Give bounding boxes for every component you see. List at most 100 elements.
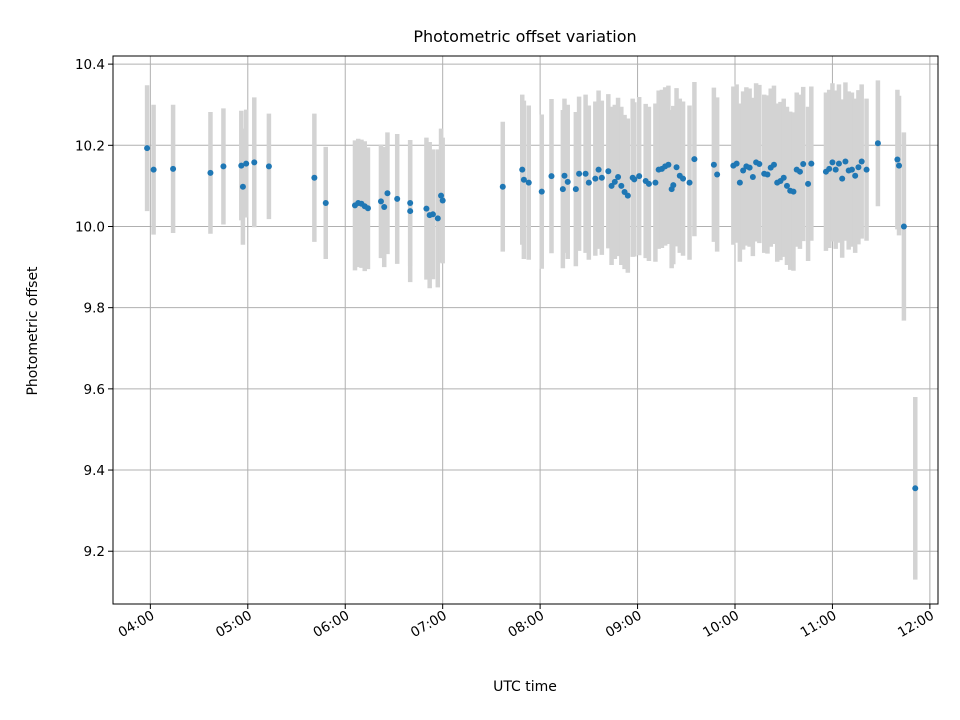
data-point	[756, 160, 763, 167]
data-point	[384, 190, 391, 197]
data-point	[665, 161, 672, 168]
data-point	[519, 166, 526, 173]
data-point	[863, 166, 870, 173]
y-tick-label: 10.4	[75, 57, 105, 73]
data-point	[251, 159, 258, 166]
data-point	[796, 168, 803, 175]
data-point	[311, 174, 318, 181]
data-point	[520, 176, 527, 183]
data-point	[585, 179, 592, 186]
data-point	[770, 161, 777, 168]
y-tick-label: 9.2	[84, 544, 105, 560]
data-point	[243, 160, 250, 167]
data-point	[900, 223, 907, 230]
data-point	[780, 174, 787, 181]
data-point	[576, 170, 583, 177]
data-point	[150, 166, 157, 173]
y-tick-label: 9.8	[84, 301, 105, 317]
data-point	[800, 160, 807, 167]
data-point	[764, 171, 771, 178]
y-tick-label: 9.4	[84, 463, 105, 479]
data-point	[559, 186, 566, 193]
data-point	[572, 186, 579, 193]
data-point	[624, 192, 631, 199]
data-point	[407, 199, 414, 206]
data-point	[710, 161, 717, 168]
data-point	[611, 178, 618, 185]
data-point	[855, 164, 862, 171]
data-point	[686, 179, 693, 186]
data-point	[680, 175, 687, 182]
data-point	[912, 485, 919, 492]
data-point	[608, 182, 615, 189]
data-point	[783, 182, 790, 189]
data-point	[714, 171, 721, 178]
data-point	[144, 145, 151, 152]
y-tick-label: 10.2	[75, 138, 105, 154]
data-point	[618, 182, 625, 189]
data-point	[423, 205, 430, 212]
data-point	[381, 204, 388, 211]
data-point	[874, 140, 881, 147]
y-tick-label: 10.0	[75, 219, 105, 235]
data-point	[673, 164, 680, 171]
data-point	[749, 173, 756, 180]
data-point	[691, 156, 698, 163]
x-axis-label: UTC time	[493, 679, 557, 695]
y-axis-label: Photometric offset	[25, 266, 41, 396]
data-point	[377, 198, 384, 205]
data-point	[582, 170, 589, 177]
data-point	[808, 160, 815, 167]
data-point	[238, 162, 245, 169]
data-point	[429, 211, 436, 218]
data-point	[407, 208, 414, 215]
data-point	[736, 179, 743, 186]
data-point	[220, 163, 227, 170]
chart-title: Photometric offset variation	[413, 27, 636, 46]
data-point	[670, 182, 677, 189]
data-point	[839, 175, 846, 182]
data-point	[265, 163, 272, 170]
data-point	[322, 199, 329, 206]
data-point	[561, 172, 568, 179]
data-point	[595, 166, 602, 173]
data-point	[525, 179, 532, 186]
data-point	[835, 160, 842, 167]
data-point	[548, 173, 555, 180]
data-point	[538, 188, 545, 195]
data-point	[826, 165, 833, 172]
data-point	[439, 197, 446, 204]
y-tick-label: 9.6	[84, 382, 105, 398]
data-point	[564, 178, 571, 185]
data-point	[652, 179, 659, 186]
data-point	[852, 172, 859, 179]
data-point	[829, 159, 836, 166]
data-point	[636, 173, 643, 180]
data-point	[605, 168, 612, 175]
data-points	[144, 140, 919, 492]
data-point	[832, 166, 839, 173]
data-point	[842, 158, 849, 165]
data-point	[615, 173, 622, 180]
plot-frame	[112, 55, 939, 605]
data-point	[499, 183, 506, 190]
data-point	[394, 195, 401, 202]
data-point	[896, 162, 903, 169]
data-point	[858, 158, 865, 165]
data-point	[631, 176, 638, 183]
data-point	[790, 188, 797, 195]
data-point	[848, 166, 855, 173]
data-point	[207, 169, 214, 176]
data-point	[592, 175, 599, 182]
data-point	[598, 174, 605, 181]
data-point	[805, 180, 812, 187]
data-point	[438, 192, 445, 199]
data-point	[170, 165, 177, 172]
data-point	[645, 180, 652, 187]
data-point	[733, 160, 740, 167]
data-point	[239, 183, 246, 190]
data-point	[434, 215, 441, 222]
data-point	[894, 156, 901, 163]
data-point	[364, 205, 371, 212]
